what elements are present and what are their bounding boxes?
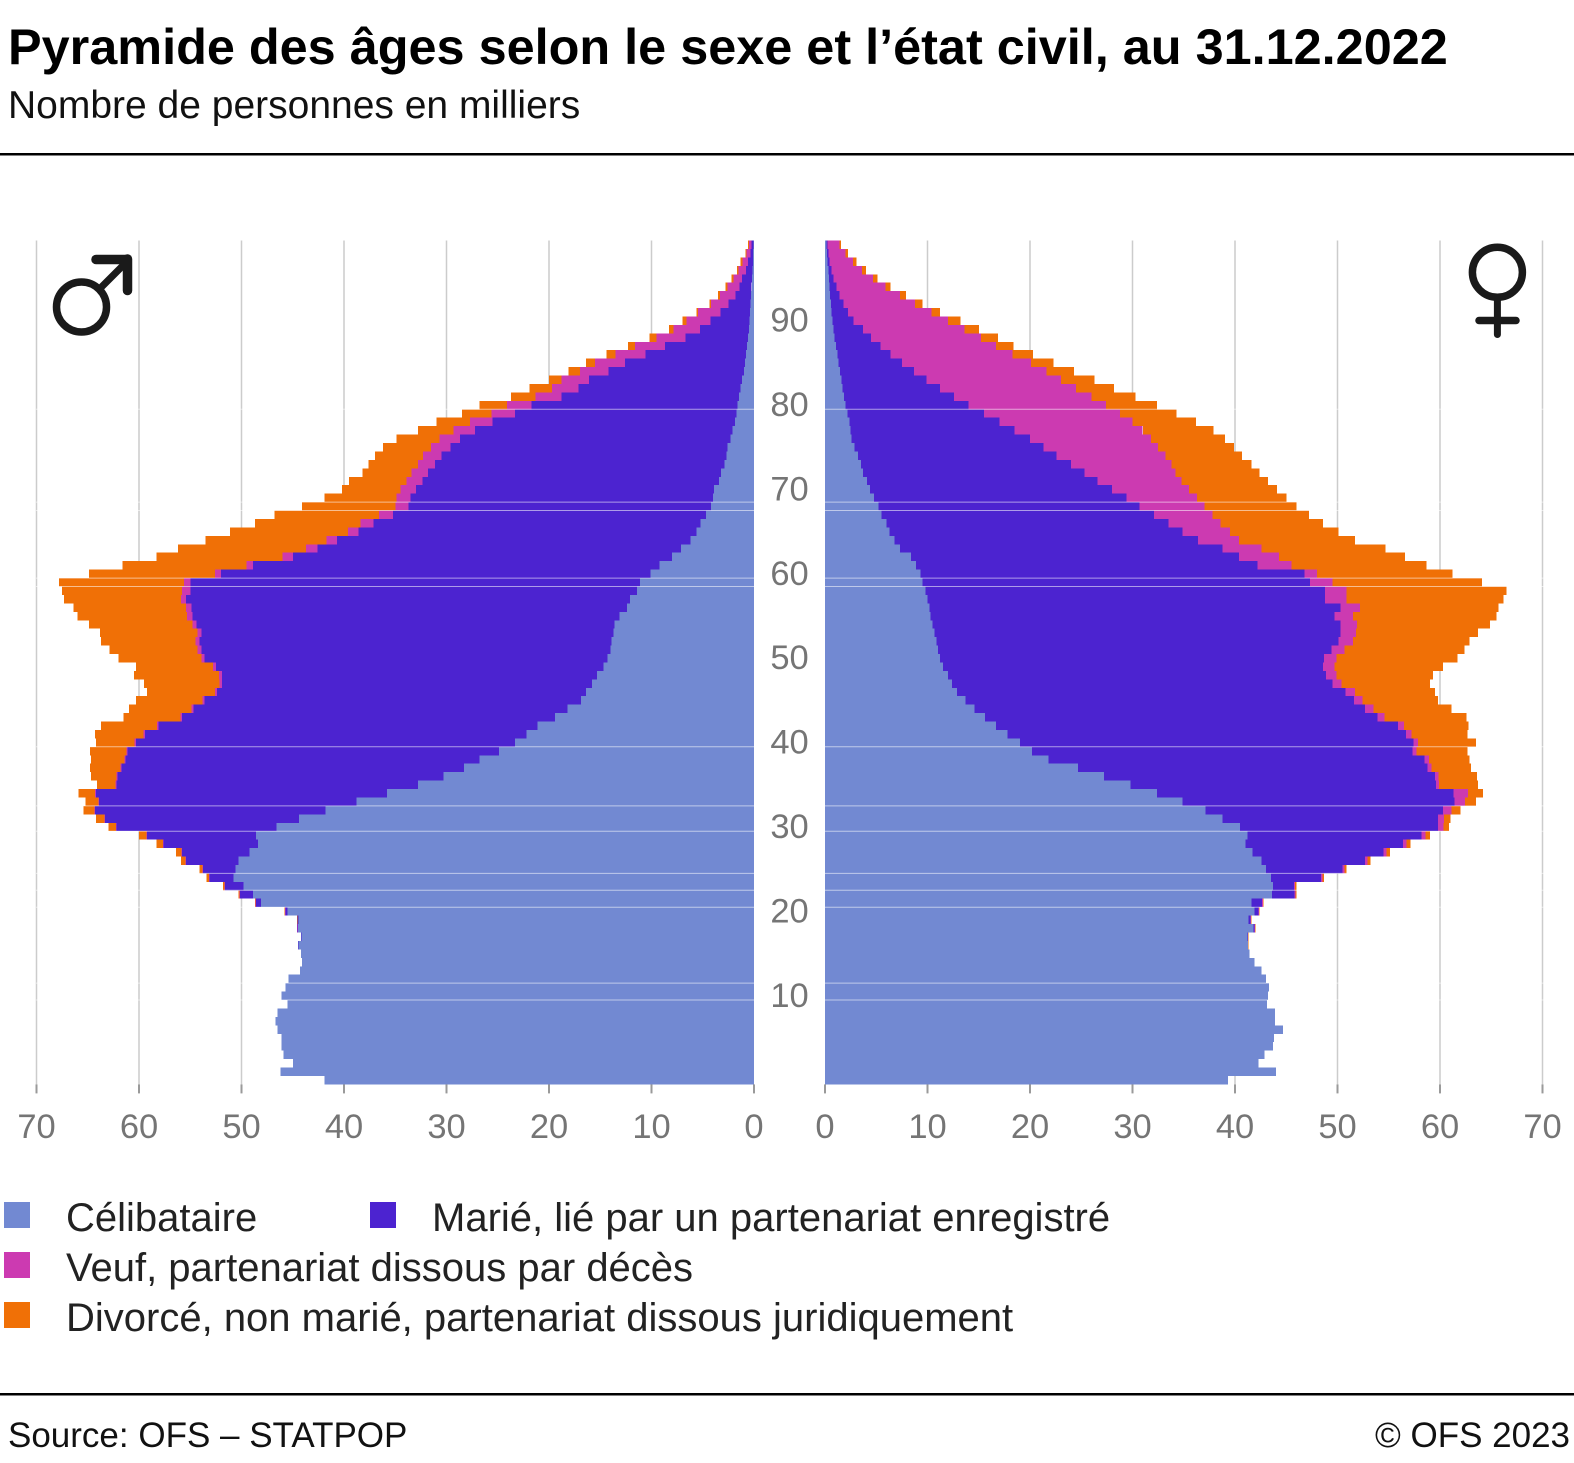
svg-text:60: 60 bbox=[1421, 1108, 1459, 1146]
svg-text:30: 30 bbox=[770, 808, 808, 846]
svg-text:50: 50 bbox=[1318, 1108, 1356, 1146]
svg-text:Marié, lié par un partenariat: Marié, lié par un partenariat enregistré bbox=[432, 1196, 1110, 1240]
svg-text:30: 30 bbox=[1113, 1108, 1151, 1146]
svg-text:Pyramide des âges selon le sex: Pyramide des âges selon le sexe et l’éta… bbox=[8, 18, 1448, 75]
svg-text:70: 70 bbox=[17, 1108, 55, 1146]
svg-text:70: 70 bbox=[770, 471, 808, 509]
svg-text:90: 90 bbox=[770, 302, 808, 340]
svg-text:60: 60 bbox=[120, 1108, 158, 1146]
svg-text:Source: OFS – STATPOP: Source: OFS – STATPOP bbox=[8, 1416, 407, 1455]
svg-text:10: 10 bbox=[770, 977, 808, 1015]
svg-text:40: 40 bbox=[325, 1108, 363, 1146]
svg-text:Célibataire: Célibataire bbox=[66, 1196, 257, 1240]
svg-text:© OFS 2023: © OFS 2023 bbox=[1375, 1416, 1570, 1455]
svg-text:10: 10 bbox=[632, 1108, 670, 1146]
svg-text:20: 20 bbox=[530, 1108, 568, 1146]
svg-text:Veuf, partenariat dissous par: Veuf, partenariat dissous par décès bbox=[66, 1246, 693, 1290]
svg-text:10: 10 bbox=[908, 1108, 946, 1146]
svg-text:70: 70 bbox=[1523, 1108, 1561, 1146]
svg-text:50: 50 bbox=[770, 639, 808, 677]
svg-text:20: 20 bbox=[1011, 1108, 1049, 1146]
svg-text:0: 0 bbox=[744, 1108, 763, 1146]
svg-text:50: 50 bbox=[222, 1108, 260, 1146]
svg-text:40: 40 bbox=[1216, 1108, 1254, 1146]
svg-text:60: 60 bbox=[770, 555, 808, 593]
svg-text:Divorcé, non marié, partenaria: Divorcé, non marié, partenariat dissous … bbox=[66, 1296, 1013, 1340]
svg-text:40: 40 bbox=[770, 724, 808, 762]
svg-text:Nombre de personnes en millier: Nombre de personnes en milliers bbox=[8, 84, 580, 127]
svg-text:80: 80 bbox=[770, 386, 808, 424]
svg-text:0: 0 bbox=[815, 1108, 834, 1146]
svg-text:20: 20 bbox=[770, 892, 808, 930]
svg-text:30: 30 bbox=[427, 1108, 465, 1146]
